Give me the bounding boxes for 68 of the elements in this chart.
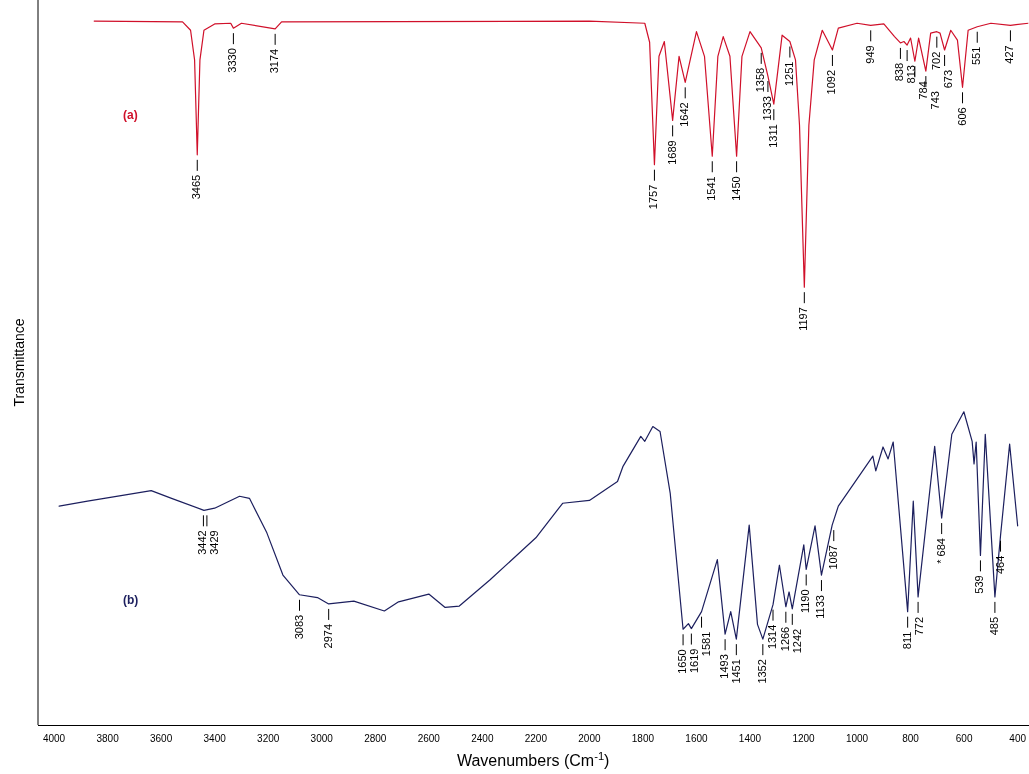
x-tick-label: 2200 xyxy=(524,732,548,744)
annotation: 3174 xyxy=(268,48,281,74)
annotation: 427 xyxy=(1003,45,1016,64)
annotation: 949 xyxy=(863,45,876,64)
x-tick-label: 3000 xyxy=(310,732,334,744)
x-tick-label: 600 xyxy=(955,732,973,744)
annotation: 1266 xyxy=(778,626,791,652)
x-tick-label: 2400 xyxy=(471,732,494,744)
annotation: 1190 xyxy=(799,589,812,614)
annotation: 1581 xyxy=(700,631,713,657)
annotation: * 684 xyxy=(934,538,947,564)
annotation: 1650 xyxy=(676,649,689,674)
annotation: 743 xyxy=(929,91,942,110)
annotation: 1242 xyxy=(790,628,803,654)
x-tick-label: 1600 xyxy=(685,732,709,744)
x-tick-label: 3600 xyxy=(150,732,173,744)
annotation: 551 xyxy=(970,46,983,66)
annotation: 1619 xyxy=(688,648,701,674)
x-tick-label: 3200 xyxy=(257,732,280,744)
x-tick-label: 4000 xyxy=(42,732,66,744)
x-tick-label: 1400 xyxy=(738,732,762,744)
x-tick-label: 1200 xyxy=(792,732,816,744)
annotation: 3465 xyxy=(190,174,203,200)
annotation: 3083 xyxy=(292,614,305,640)
annotation: 772 xyxy=(912,616,925,636)
annotation: 784 xyxy=(917,81,930,100)
annotation: 539 xyxy=(973,575,986,594)
annotation: 1333 xyxy=(760,96,773,121)
x-tick-label: 3400 xyxy=(203,732,227,744)
y-axis-title: Transmittance xyxy=(10,318,27,407)
annotation: 485 xyxy=(987,616,1000,636)
annotation: 1197 xyxy=(797,307,810,331)
annotation: 1133 xyxy=(814,595,827,619)
x-tick-label: 800 xyxy=(902,732,920,744)
annotation: 811 xyxy=(900,631,913,650)
annotation: 1311 xyxy=(766,124,779,148)
annotation: 1314 xyxy=(766,624,779,650)
annotation: 3330 xyxy=(226,48,239,73)
annotation: 1251 xyxy=(782,61,795,87)
annotation: 3442 xyxy=(196,530,209,555)
annotation: 1493 xyxy=(718,654,731,679)
annotation: 1689 xyxy=(665,140,678,165)
annotation: 813 xyxy=(905,65,918,84)
annotation: 1642 xyxy=(678,102,691,127)
annotation: 1358 xyxy=(754,67,767,93)
annotation: 2974 xyxy=(321,623,334,649)
annotation: 1087 xyxy=(826,545,839,570)
annotation: 1541 xyxy=(705,176,718,201)
annotation: 1450 xyxy=(729,176,742,201)
text: (a) xyxy=(123,108,138,123)
annotation: 838 xyxy=(893,62,906,82)
x-tick-label: 3800 xyxy=(96,732,120,744)
annotation: 1352 xyxy=(755,659,768,684)
x-tick-label: 2800 xyxy=(364,732,387,744)
x-tick-label: 1800 xyxy=(631,732,655,744)
annotation: 673 xyxy=(941,69,954,89)
annotation: 702 xyxy=(929,51,942,71)
annotation: 1451 xyxy=(730,659,743,684)
x-tick-label: 1000 xyxy=(845,732,869,744)
x-tick-label: 2600 xyxy=(417,732,441,744)
annotation: 3429 xyxy=(208,530,221,555)
x-tick-label: 2000 xyxy=(578,732,601,744)
text: (b) xyxy=(123,593,139,608)
annotation: 1092 xyxy=(825,69,838,95)
annotation: 464 xyxy=(993,555,1006,575)
x-tick-label: 400 xyxy=(1009,732,1027,744)
annotation: 1757 xyxy=(647,184,660,210)
annotation: 606 xyxy=(955,107,968,126)
